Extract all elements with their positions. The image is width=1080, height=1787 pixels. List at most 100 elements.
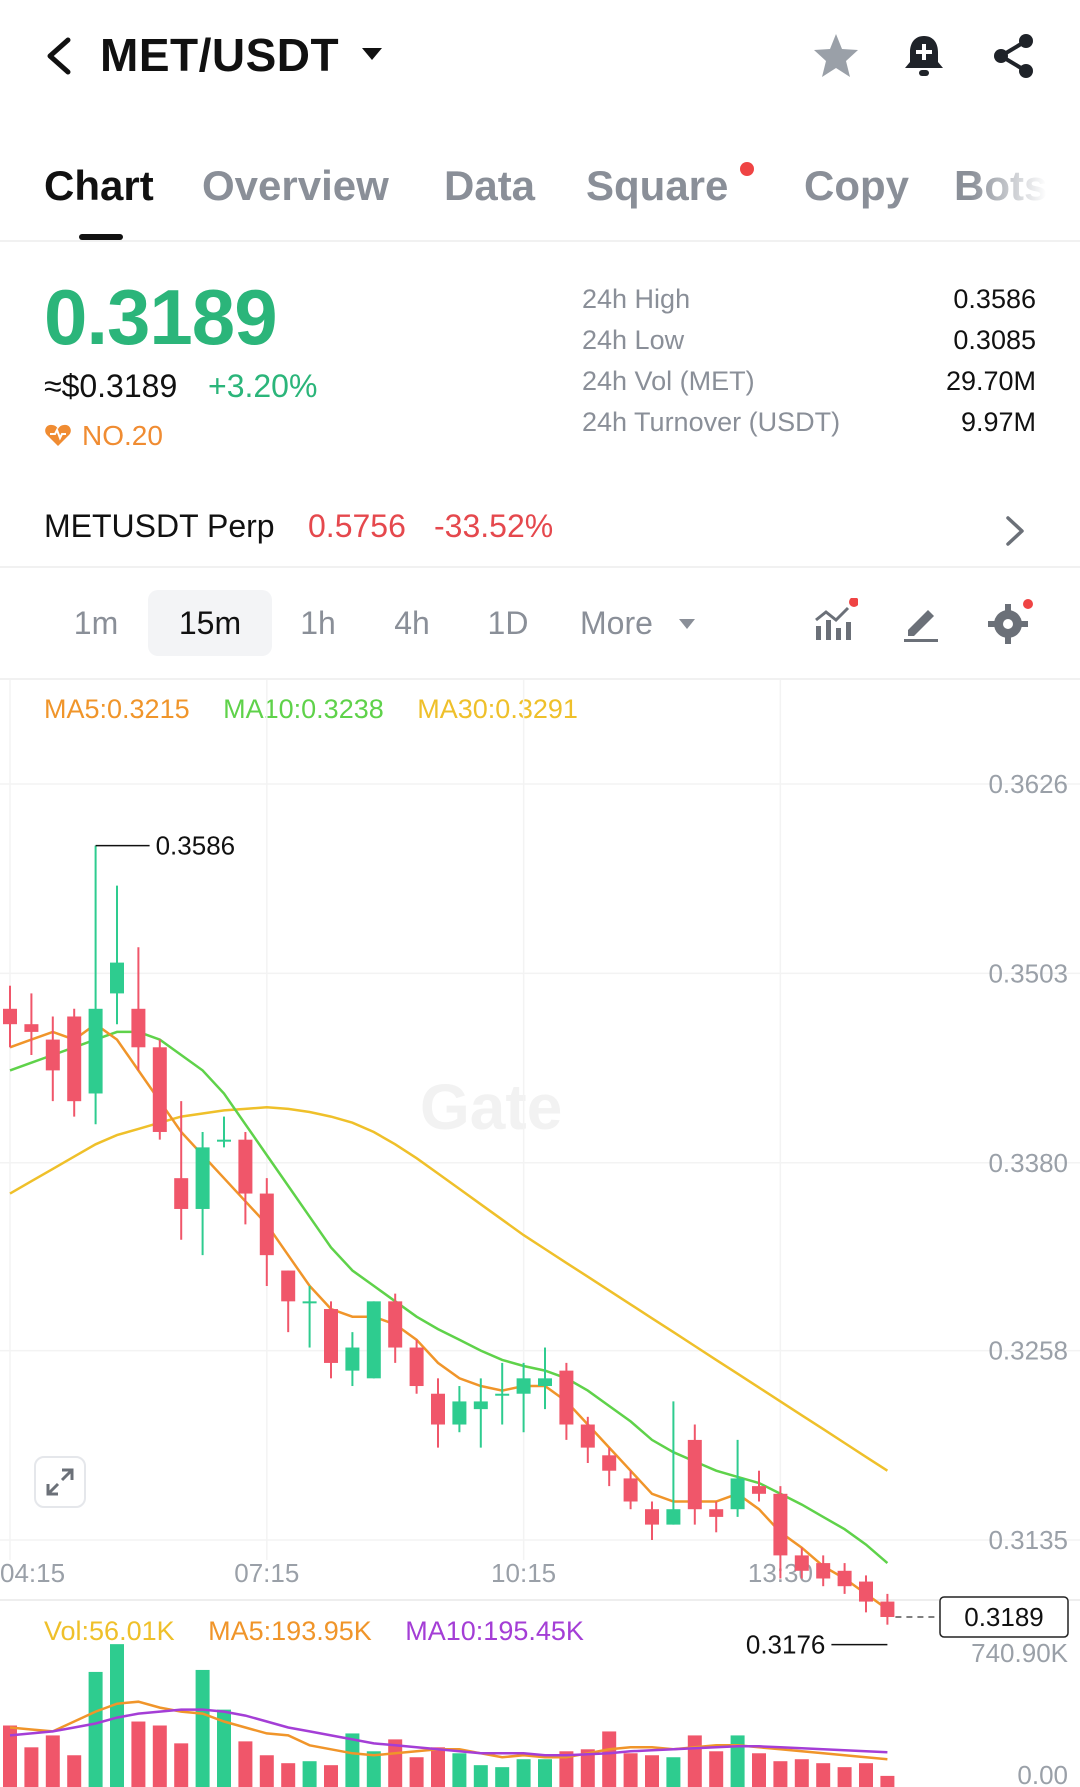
- tab-copy[interactable]: Copy: [804, 162, 909, 209]
- volume-bar-down: [559, 1751, 574, 1787]
- candle-down: [880, 1601, 895, 1617]
- stat-label: 24h High: [582, 284, 691, 314]
- interval-1m[interactable]: 1m: [73, 605, 119, 641]
- candle-down: [431, 1393, 445, 1425]
- tab-chart[interactable]: Chart: [44, 162, 154, 209]
- interval-bar: 1m 15m 1h 4h 1D More: [0, 568, 1080, 680]
- vol-y-tick-label: 0.00: [1017, 1760, 1068, 1787]
- volume-legend: Vol:56.01K MA5:193.95K MA10:195.45K: [44, 1616, 610, 1647]
- y-tick-label: 0.3135: [988, 1525, 1068, 1555]
- ma-legend: MA5:0.3215 MA10:0.3238 MA30:0.3291: [44, 694, 604, 725]
- chart-area[interactable]: MA5:0.3215 MA10:0.3238 MA30:0.3291 Gate …: [0, 680, 1080, 1787]
- volume-bar-down: [794, 1759, 809, 1787]
- stat-24h-high: 24h High 0.3586: [582, 284, 1036, 325]
- candle-down: [324, 1309, 338, 1363]
- candle-down: [281, 1270, 296, 1302]
- y-tick-label: 0.3626: [988, 769, 1068, 799]
- last-price-tag: 0.3189: [964, 1602, 1044, 1632]
- candle-down: [24, 1024, 39, 1032]
- pair-title[interactable]: MET/USDT: [100, 29, 340, 81]
- candle-down: [388, 1301, 403, 1348]
- candle-down: [3, 1008, 17, 1025]
- volume-bar-up: [538, 1759, 552, 1787]
- volume-bar-down: [859, 1763, 873, 1787]
- volume-bar-up: [88, 1671, 103, 1787]
- interval-15m[interactable]: 15m: [148, 590, 272, 656]
- volume-bar-down: [880, 1775, 895, 1787]
- rank-badge[interactable]: NO.20: [82, 420, 163, 451]
- volume-bar-down: [3, 1725, 17, 1787]
- interval-1h[interactable]: 1h: [300, 605, 336, 641]
- candle-down: [409, 1347, 424, 1387]
- volume-bar-up: [345, 1733, 360, 1787]
- interval-4h[interactable]: 4h: [394, 605, 430, 641]
- volume-bar-down: [238, 1741, 253, 1787]
- share-icon[interactable]: [988, 30, 1040, 82]
- volume-bar-up: [217, 1709, 231, 1787]
- candle-down: [131, 1008, 146, 1048]
- tab-square[interactable]: Square: [586, 162, 729, 209]
- expand-button[interactable]: [34, 1456, 86, 1508]
- candle-down: [238, 1139, 253, 1194]
- vol-y-tick-label: 740.90K: [971, 1638, 1069, 1668]
- tab-overview[interactable]: Overview: [202, 162, 389, 209]
- volume-bar-up: [110, 1644, 124, 1787]
- volume-bar-up: [366, 1751, 381, 1787]
- volume-bar-down: [602, 1731, 617, 1787]
- volume-bar-down: [816, 1763, 831, 1787]
- tab-fade: [970, 150, 1080, 240]
- perp-name: METUSDT Perp: [44, 508, 275, 544]
- candle-down: [67, 1016, 82, 1102]
- candle-down: [259, 1193, 274, 1256]
- stat-24h-vol: 24h Vol (MET) 29.70M: [582, 366, 1036, 407]
- star-icon[interactable]: [810, 30, 862, 82]
- candle-down: [859, 1581, 873, 1602]
- candlestick-chart[interactable]: 0.3626 0.3503 0.3380 0.3258 0.3135 04:15 07:15…: [0, 680, 1080, 1787]
- volume-bar-up: [666, 1757, 681, 1787]
- tab-data[interactable]: Data: [444, 162, 536, 209]
- draw-pen-icon[interactable]: [898, 598, 946, 646]
- heart-rank-icon: [45, 424, 71, 446]
- candle-up: [538, 1378, 552, 1387]
- candle-down: [837, 1570, 852, 1587]
- stats-panel: 24h High 0.3586 24h Low 0.3085 24h Vol (…: [582, 284, 1036, 448]
- candle-down: [709, 1509, 724, 1517]
- volume-bar-down: [837, 1767, 852, 1787]
- stat-label: 24h Low: [582, 325, 685, 355]
- back-icon[interactable]: [40, 34, 80, 78]
- y-tick-label: 0.3503: [988, 958, 1068, 988]
- caret-down-icon: [679, 619, 695, 629]
- last-price: 0.3189: [44, 273, 278, 361]
- candle-up: [452, 1401, 467, 1425]
- ma5-legend: MA5:0.3215: [44, 694, 190, 724]
- candle-down: [580, 1424, 595, 1448]
- interval-1d[interactable]: 1D: [487, 605, 529, 641]
- stat-value: 29.70M: [945, 366, 1036, 396]
- last-price-box: [939, 1596, 1069, 1638]
- settings-gear-icon[interactable]: [986, 598, 1034, 646]
- interval-more[interactable]: More: [580, 605, 653, 641]
- candle-down: [794, 1555, 809, 1571]
- candle-down: [174, 1178, 189, 1209]
- chevron-right-icon: [1006, 516, 1024, 546]
- bell-add-icon[interactable]: [898, 30, 950, 82]
- perp-row[interactable]: METUSDT Perp 0.5756 -33.52%: [0, 492, 1080, 568]
- volume-bar-up: [730, 1735, 745, 1787]
- volume-bar-up: [452, 1753, 467, 1787]
- volume-bar-down: [409, 1757, 424, 1787]
- x-tick-label: 04:15: [0, 1558, 65, 1588]
- volume-bar-down: [580, 1749, 595, 1787]
- stat-value: 0.3586: [953, 284, 1036, 314]
- vol-ma10-legend: MA10:195.45K: [405, 1616, 584, 1646]
- candle-up: [217, 1139, 231, 1142]
- volume-bar-down: [281, 1763, 296, 1787]
- candle-up: [516, 1378, 531, 1394]
- candle-up: [345, 1347, 360, 1371]
- indicator-icon[interactable]: [810, 598, 858, 646]
- volume-bar-down: [174, 1743, 189, 1787]
- caret-down-icon[interactable]: [360, 46, 384, 62]
- candle-down: [623, 1478, 638, 1502]
- volume-bar-down: [752, 1753, 766, 1787]
- candle-up: [88, 1008, 103, 1094]
- x-tick-label: 10:15: [491, 1558, 556, 1588]
